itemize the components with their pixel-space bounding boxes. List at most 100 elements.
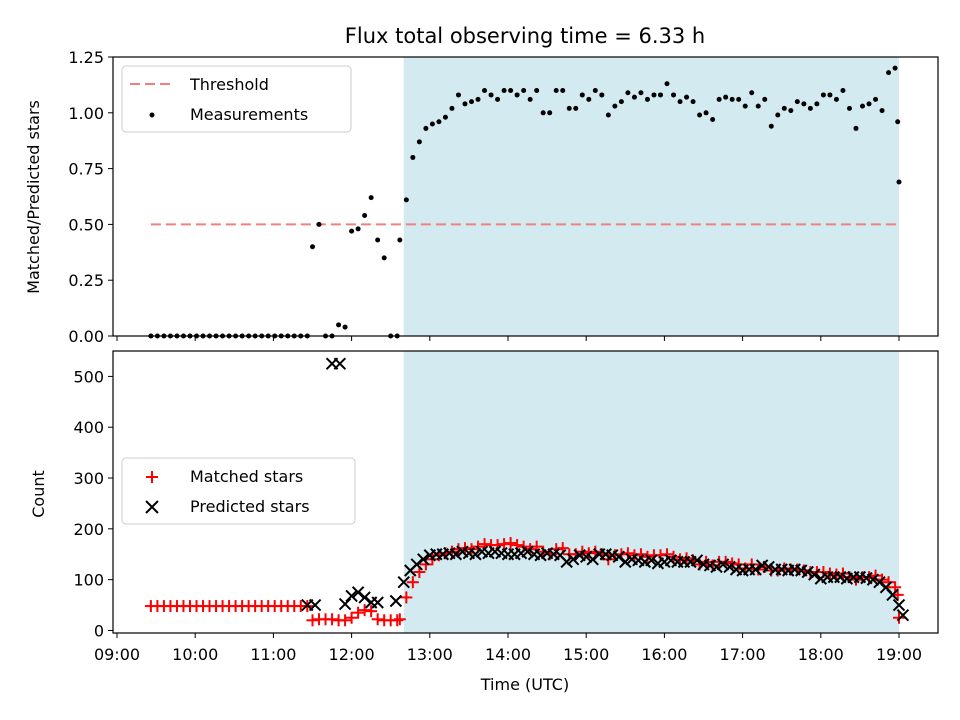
bottom-panel: 0 100 200 300 400 500 09:00 10:00 11:00 12:00 13:…	[29, 350, 939, 694]
legend-threshold-label: Threshold	[189, 75, 269, 94]
predicted-star-point	[690, 554, 704, 567]
measurement-point	[742, 103, 748, 109]
measurement-point	[631, 94, 637, 100]
predicted-star-point	[449, 548, 463, 561]
top-y-axis-label: Matched/Predicted stars	[24, 100, 43, 294]
predicted-star-point	[612, 550, 625, 563]
measurement-point	[573, 105, 579, 111]
measurement-point	[475, 96, 481, 102]
measurement-point	[362, 212, 368, 218]
legend-matched-label: Matched stars	[190, 467, 303, 486]
x-tick-label: 14:00	[485, 645, 531, 664]
predicted-star-point	[619, 555, 632, 569]
measurement-point	[814, 101, 820, 107]
legend-matched-swatch	[146, 471, 158, 483]
matched-star-point	[882, 576, 895, 589]
top-legend-box	[121, 65, 352, 133]
measurement-point	[703, 110, 709, 116]
measurement-point	[729, 96, 735, 102]
measurement-point	[690, 99, 696, 105]
predicted-star-point	[389, 594, 403, 608]
measurement-point	[586, 96, 592, 102]
measurement-point	[697, 112, 703, 118]
x-tick-label: 19:00	[876, 645, 922, 664]
predicted-star-point	[308, 598, 322, 612]
measurement-point	[612, 103, 618, 109]
measurement-point	[788, 108, 794, 114]
measurement-point	[560, 87, 566, 93]
predicted-star-point	[801, 565, 814, 579]
x-tick-label: 17:00	[720, 645, 766, 664]
measurement-point	[684, 94, 690, 100]
predicted-star-point	[808, 568, 821, 581]
measurement-point	[592, 87, 598, 93]
predicted-star-point	[333, 357, 347, 370]
measurement-point	[547, 110, 553, 116]
matched-star-point	[352, 606, 365, 619]
top-x-ticks	[116, 336, 900, 341]
matched-star-point	[326, 613, 339, 626]
predicted-star-point	[579, 550, 593, 563]
measurement-point	[895, 119, 901, 125]
matched-star-point	[365, 605, 378, 618]
measurement-point	[833, 96, 839, 102]
measurement-point	[892, 65, 898, 71]
measurement-point	[566, 105, 572, 111]
measurement-point	[638, 90, 644, 96]
predicted-star-point	[351, 586, 365, 599]
bottom-y-tick-label: 500	[73, 367, 104, 386]
measurement-point	[449, 105, 455, 111]
predicted-star-point	[566, 553, 580, 566]
bottom-legend-box	[121, 457, 356, 525]
measurement-point	[381, 255, 387, 261]
measurement-point	[736, 96, 742, 102]
matched-star-point	[306, 614, 319, 627]
x-tick-label: 18:00	[798, 645, 844, 664]
measurement-point	[896, 179, 902, 185]
predicted-star-point	[358, 591, 371, 604]
measurement-point	[755, 103, 761, 109]
measurement-point	[429, 121, 435, 127]
measurement-point	[840, 87, 846, 93]
measurement-point	[540, 110, 546, 116]
measurement-point	[820, 92, 826, 98]
measurement-point	[336, 322, 342, 328]
predicted-star-point	[417, 553, 430, 566]
measurement-point	[442, 114, 448, 120]
predicted-star-point	[723, 560, 736, 574]
bottom-y-tick-label: 100	[73, 571, 104, 590]
bottom-y-tick-label: 300	[73, 469, 104, 488]
top-y-tick-label: 0.75	[68, 160, 104, 179]
measurement-point	[527, 96, 533, 102]
measurement-point	[397, 237, 403, 243]
measurement-point	[375, 237, 381, 243]
predicted-star-point	[896, 609, 910, 622]
x-tick-label: 11:00	[250, 645, 296, 664]
measurement-point	[355, 226, 361, 232]
measurement-point	[416, 139, 422, 145]
legend-predicted-swatch	[145, 500, 159, 514]
measurement-point	[436, 119, 442, 125]
measurement-point	[403, 197, 409, 203]
matched-star-point	[504, 537, 517, 550]
top-y-tick-label: 0.25	[68, 271, 104, 290]
predicted-star-point	[873, 575, 886, 589]
measurement-point	[455, 92, 461, 98]
predicted-star-point	[645, 554, 658, 567]
measurement-point	[886, 70, 892, 76]
x-tick-label: 16:00	[641, 645, 687, 664]
measurement-point	[723, 94, 729, 100]
measurement-point	[495, 96, 501, 102]
x-tick-label: 09:00	[94, 645, 140, 664]
measurement-point	[807, 105, 813, 111]
predicted-star-point	[716, 558, 730, 571]
measurement-point	[781, 105, 787, 111]
x-tick-label: 12:00	[329, 645, 375, 664]
bottom-y-tick-label: 400	[73, 418, 104, 437]
measurement-point	[508, 87, 514, 93]
measurement-point	[553, 87, 559, 93]
bottom-x-ticks: 09:00 10:00 11:00 12:00 13:00 14:00 15:00 16:00…	[94, 633, 922, 664]
predicted-star-point	[560, 555, 573, 569]
matched-star-point	[391, 614, 404, 627]
